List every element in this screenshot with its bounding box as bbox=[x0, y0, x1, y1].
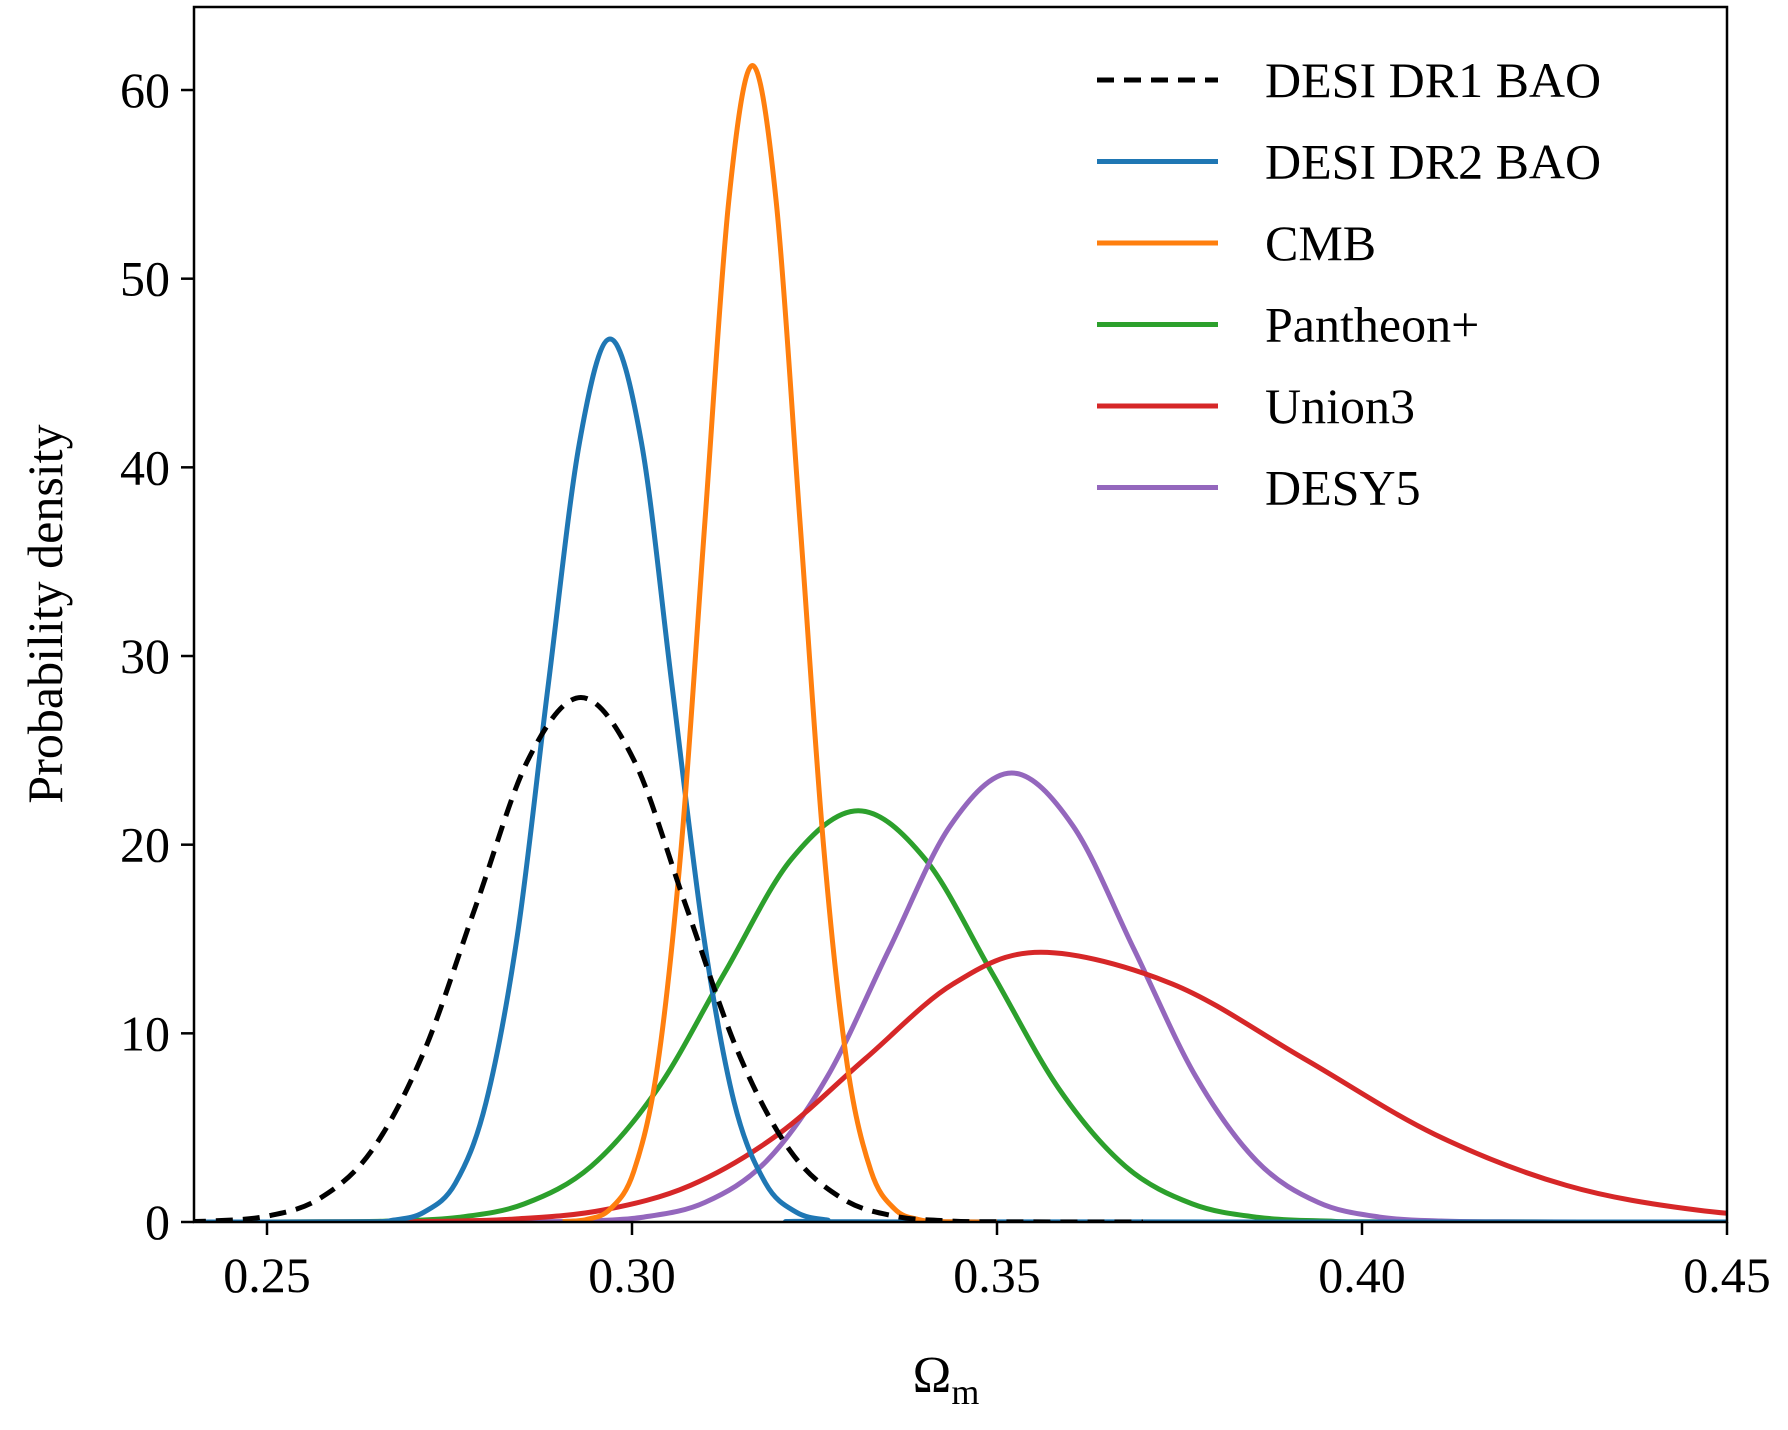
y-tick-label: 50 bbox=[120, 251, 170, 307]
x-axis-label-symbol: Ω bbox=[913, 1347, 952, 1404]
series-line-desy5 bbox=[412, 770, 1582, 1222]
series-line-cmb bbox=[562, 62, 998, 1222]
legend-label: Pantheon+ bbox=[1265, 297, 1479, 353]
x-tick-label: 0.45 bbox=[1683, 1247, 1771, 1303]
x-axis-label-subscript: m bbox=[951, 1372, 979, 1412]
y-tick-label: 60 bbox=[120, 62, 170, 118]
x-tick-label: 0.40 bbox=[1318, 1247, 1406, 1303]
series-line-union3 bbox=[194, 949, 1727, 1222]
x-tick-label: 0.25 bbox=[223, 1247, 311, 1303]
series-line-desi-dr2-bao bbox=[194, 336, 1727, 1222]
legend-label: Union3 bbox=[1265, 378, 1415, 434]
y-tick-label: 0 bbox=[145, 1194, 170, 1250]
y-tick-label: 20 bbox=[120, 817, 170, 873]
y-tick-label: 40 bbox=[120, 439, 170, 495]
x-axis: 0.25 0.30 0.35 0.40 0.45 bbox=[223, 1222, 1771, 1303]
legend: DESI DR1 BAO DESI DR2 BAO CMB Pantheon+ Unio… bbox=[1097, 52, 1601, 516]
x-tick-label: 0.35 bbox=[953, 1247, 1041, 1303]
curves bbox=[194, 62, 1727, 1222]
y-axis-label: Probability density bbox=[17, 424, 73, 803]
legend-label: DESI DR2 BAO bbox=[1265, 134, 1601, 190]
x-tick-label: 0.30 bbox=[588, 1247, 676, 1303]
plot-frame bbox=[192, 5, 1729, 1224]
y-tick-label: 30 bbox=[120, 628, 170, 684]
x-axis-label: Ωm bbox=[913, 1347, 980, 1412]
legend-label: CMB bbox=[1265, 215, 1376, 271]
legend-label: DESY5 bbox=[1265, 460, 1421, 516]
legend-label: DESI DR1 BAO bbox=[1265, 52, 1601, 108]
y-axis: 0 10 20 30 40 50 60 bbox=[120, 62, 194, 1250]
y-tick-label: 10 bbox=[120, 1005, 170, 1061]
